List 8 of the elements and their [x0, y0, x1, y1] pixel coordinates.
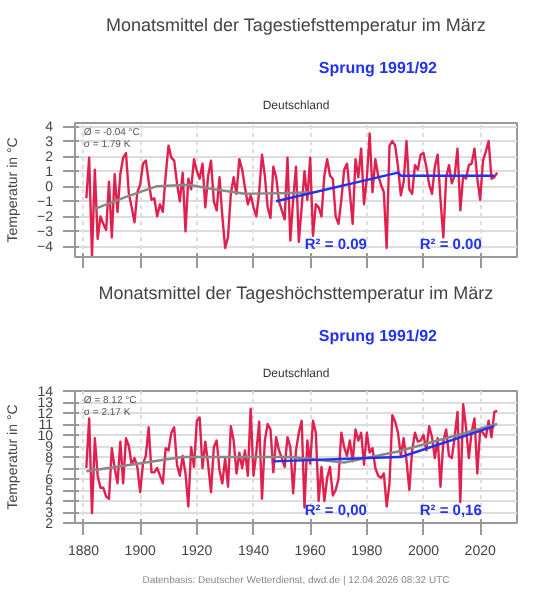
chart-title: Monatsmittel der Tagestiefsttemperatur im März: [105, 15, 487, 35]
line-series: [85, 422, 499, 473]
text: Sprung 1991/92: [318, 59, 439, 77]
line-series: [93, 183, 312, 211]
line-series: [85, 132, 499, 257]
line-series: [85, 403, 499, 515]
chart-title: Monatsmittel der Tageshöchsttemperatur im März: [98, 283, 495, 303]
text: Sprung 1991/92: [318, 327, 439, 345]
